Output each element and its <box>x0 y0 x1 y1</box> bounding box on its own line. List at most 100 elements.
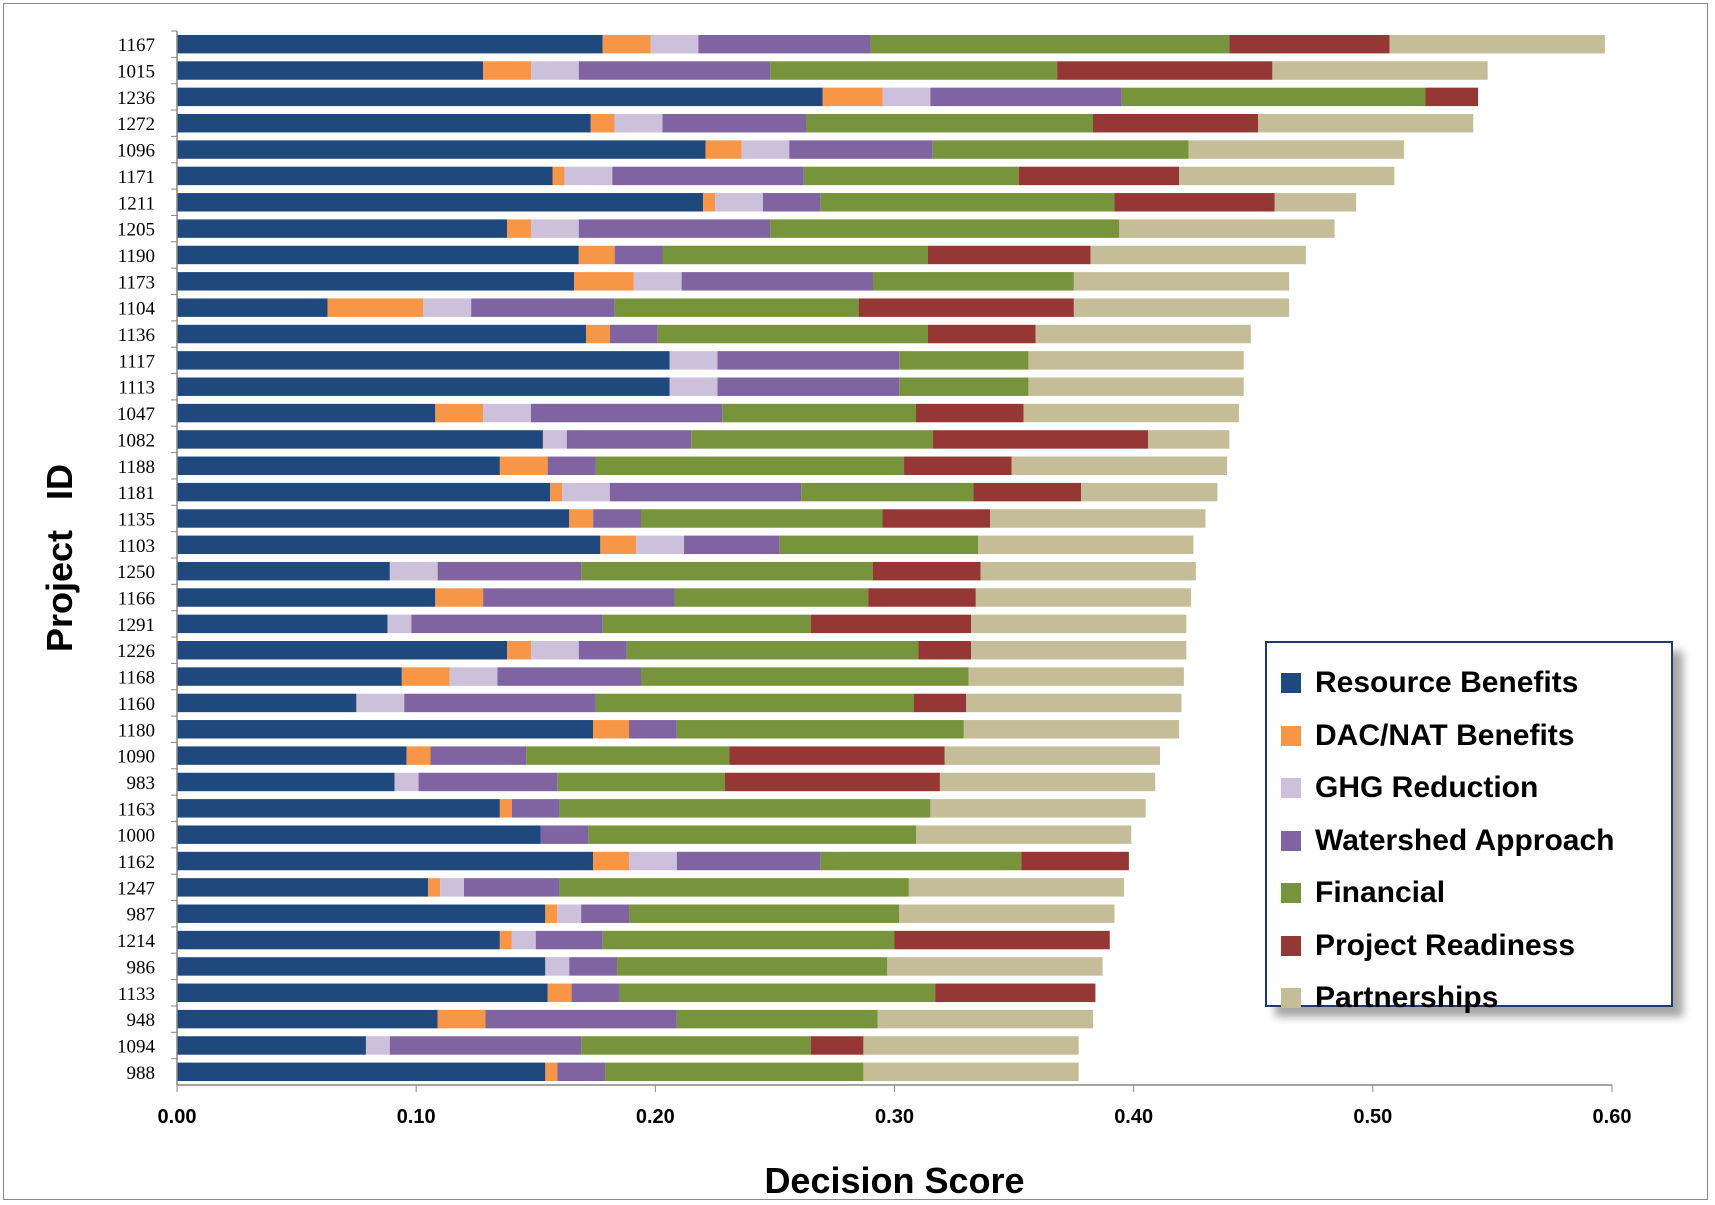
bar-segment <box>545 904 558 923</box>
bar-segment <box>177 61 484 80</box>
bar-segment <box>177 430 543 449</box>
bar-segment <box>418 772 558 792</box>
bar-segment <box>177 1062 546 1082</box>
bar-segment <box>485 1009 677 1029</box>
bar-segment <box>975 588 1192 607</box>
legend-swatch <box>1281 883 1301 903</box>
bar-segment <box>574 272 634 291</box>
y-tick-label: 1000 <box>117 826 155 847</box>
bar-segment <box>612 166 804 186</box>
bar-segment <box>497 667 641 686</box>
bar-segment <box>177 772 395 792</box>
bar-segment <box>609 482 802 502</box>
bar-segment <box>810 1036 864 1055</box>
y-tick-label: 1205 <box>117 220 155 241</box>
bar-segment <box>722 403 917 423</box>
bar-segment <box>779 535 979 555</box>
y-tick-label: 1090 <box>117 747 155 768</box>
bar-segment <box>868 588 976 607</box>
bar-segment <box>177 588 436 607</box>
bar-segment <box>437 561 582 581</box>
bar-segment <box>1274 193 1357 212</box>
y-tick-label: 1272 <box>117 114 155 135</box>
legend-item: Watershed Approach <box>1281 815 1615 867</box>
bar-segment <box>564 166 613 186</box>
bar-segment <box>545 1062 558 1082</box>
bar-segment <box>698 34 871 54</box>
bar-segment <box>1272 61 1488 80</box>
bar-segment <box>430 746 527 765</box>
bar-segment <box>177 720 594 739</box>
bar-segment <box>770 219 1120 238</box>
x-tick-label: 0.10 <box>397 1106 436 1128</box>
bar-segment <box>177 878 429 897</box>
bar-segment <box>971 641 1187 660</box>
bar-segment <box>177 193 704 212</box>
legend-item: GHG Reduction <box>1281 762 1538 814</box>
bar-segment <box>820 193 1115 212</box>
bar-segment <box>177 403 436 423</box>
bar-segment <box>177 272 575 291</box>
bar-segment <box>471 298 615 317</box>
bar-segment <box>1073 298 1290 317</box>
bar-segment <box>1057 61 1273 80</box>
bar-segment <box>681 272 873 291</box>
y-tick-label: 1171 <box>118 167 155 188</box>
y-tick-label: 1094 <box>117 1036 156 1057</box>
bar-segment <box>966 693 1182 713</box>
bar-segment <box>435 588 484 607</box>
bar-segment <box>177 377 670 396</box>
bar-segment <box>629 851 677 871</box>
y-tick-label: 1188 <box>118 457 155 478</box>
legend-item: Financial <box>1281 867 1445 919</box>
legend-label: GHG Reduction <box>1315 771 1539 804</box>
bar-segment <box>590 114 615 133</box>
bar-segment <box>423 298 472 317</box>
bar-segment <box>327 298 424 317</box>
bar-segment <box>389 1036 582 1055</box>
bar-segment <box>177 219 508 238</box>
bar-segment <box>1425 87 1479 107</box>
bar-segment <box>614 298 859 317</box>
bar-segment <box>963 720 1180 739</box>
bar-segment <box>177 983 548 1002</box>
y-tick-label: 1162 <box>118 852 155 873</box>
bar-segment <box>600 535 637 555</box>
legend-swatch <box>1281 778 1301 798</box>
bar-segment <box>930 799 1146 818</box>
bar-segment <box>557 1062 606 1082</box>
y-tick-label: 1226 <box>117 641 155 662</box>
bar-segment <box>789 140 933 159</box>
bar-segment <box>177 851 594 871</box>
bar-segment <box>507 641 531 660</box>
bar-segment <box>968 667 1184 686</box>
bar-segment <box>806 114 1094 133</box>
bar-segment <box>550 482 563 502</box>
bar-segment <box>177 930 500 950</box>
bar-segment <box>820 851 1022 871</box>
y-tick-label: 1250 <box>117 562 155 583</box>
bar-segment <box>578 219 771 238</box>
bar-segment <box>932 140 1189 159</box>
bar-segment <box>887 957 1103 976</box>
y-tick-label: 1173 <box>118 272 155 293</box>
bar-segment <box>177 561 390 581</box>
bar-segment <box>822 87 883 107</box>
bar-segment <box>614 245 663 265</box>
legend-label: Resource Benefits <box>1315 666 1579 699</box>
bar-segment <box>595 456 905 475</box>
bar-segment <box>177 667 402 686</box>
y-tick-label: 1113 <box>118 378 155 399</box>
bar-segment <box>1018 166 1180 186</box>
x-tick-labels: 0.00 0.10 0.20 0.30 0.40 0.50 0.60 <box>158 1106 1632 1128</box>
bar-segment <box>540 825 589 844</box>
bar-segment <box>578 245 615 265</box>
bar-segment <box>483 61 531 80</box>
bar-segment <box>1021 851 1129 871</box>
bar-segment <box>411 614 603 634</box>
bar-segment <box>629 904 900 923</box>
bar-segment <box>389 561 438 581</box>
bar-segment <box>930 87 1122 107</box>
bar-segment <box>1090 245 1306 265</box>
